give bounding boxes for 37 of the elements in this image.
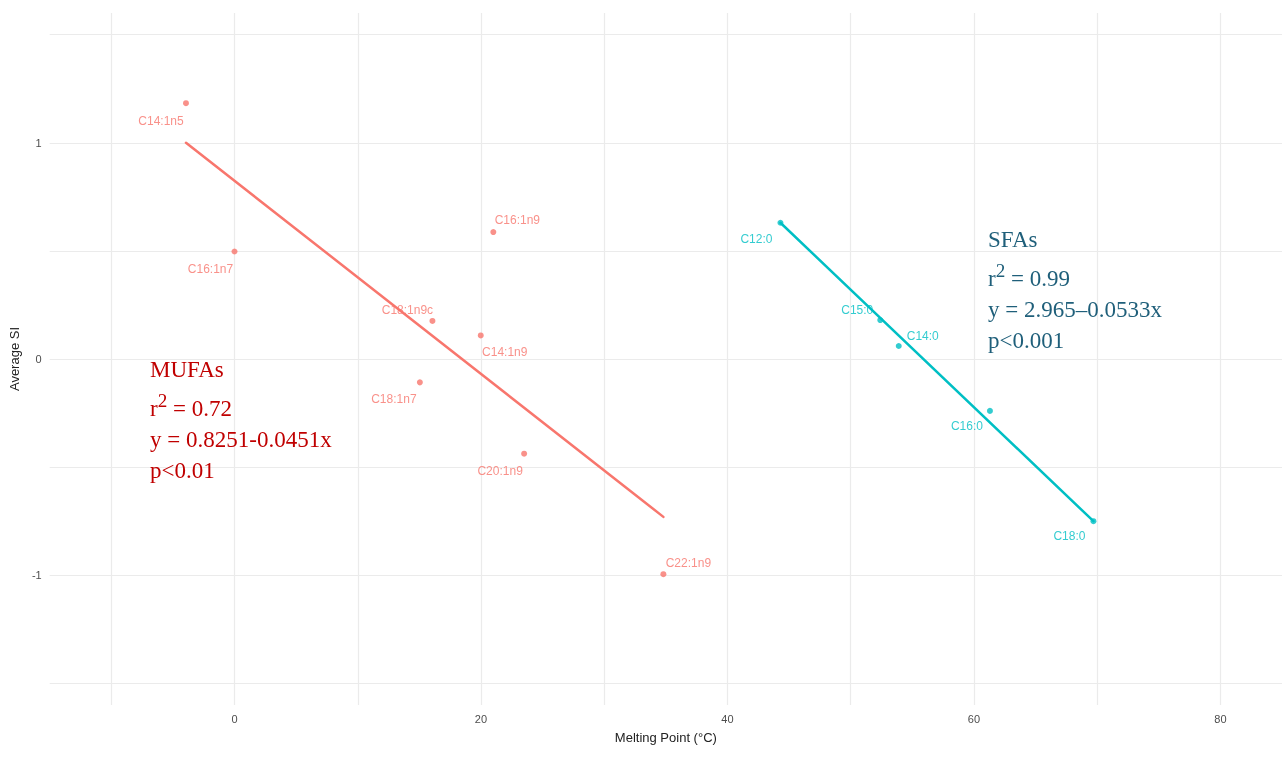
point xyxy=(416,379,423,386)
x-tick-label: 0 xyxy=(231,712,238,725)
annotation: MUFAs r$^{2}$ = 0.72 y = 0.8251-0.0451x p<0.01 xyxy=(150,356,332,485)
point xyxy=(231,248,238,255)
point xyxy=(777,219,784,226)
point xyxy=(877,317,884,324)
x-axis-title: Melting Point (°C) xyxy=(614,730,717,745)
y-tick-label: -1 xyxy=(31,569,42,582)
annotation: C20:1n9 xyxy=(477,463,524,478)
annotation: C18:1n7 xyxy=(371,392,417,407)
annotation: C12:0 xyxy=(740,231,773,246)
annotation: C14:0 xyxy=(906,329,940,344)
y-tick-label: 1 xyxy=(35,136,42,149)
x-tick-label: 60 xyxy=(967,712,981,725)
y-axis-title: Average SI xyxy=(7,326,22,392)
annotation: C14:1n5 xyxy=(138,114,184,129)
x-tick-label: 40 xyxy=(721,712,734,725)
point xyxy=(182,100,189,107)
annotation: C18:0 xyxy=(1053,529,1086,544)
point xyxy=(490,229,497,236)
x-tick-label: 80 xyxy=(1214,712,1227,725)
annotation: C15:0 xyxy=(841,303,874,318)
annotation: SFAs r$^{2}$ = 0.99 y = 2.965–0.0533x p<0.001 xyxy=(988,226,1162,355)
point xyxy=(1090,518,1097,525)
y-tick-label: 0 xyxy=(35,353,42,365)
annotation: C14:1n9 xyxy=(482,345,528,360)
annotation: C22:1n9 xyxy=(665,556,712,571)
point xyxy=(521,450,528,457)
point xyxy=(477,332,484,339)
annotation: C16:1n7 xyxy=(187,261,234,276)
annotation: C16:0 xyxy=(950,418,984,433)
point xyxy=(429,317,436,324)
annotation: C16:1n9 xyxy=(494,213,541,228)
x-tick-label: 20 xyxy=(474,712,488,725)
point xyxy=(660,571,667,578)
point xyxy=(986,407,993,414)
point xyxy=(895,343,902,350)
